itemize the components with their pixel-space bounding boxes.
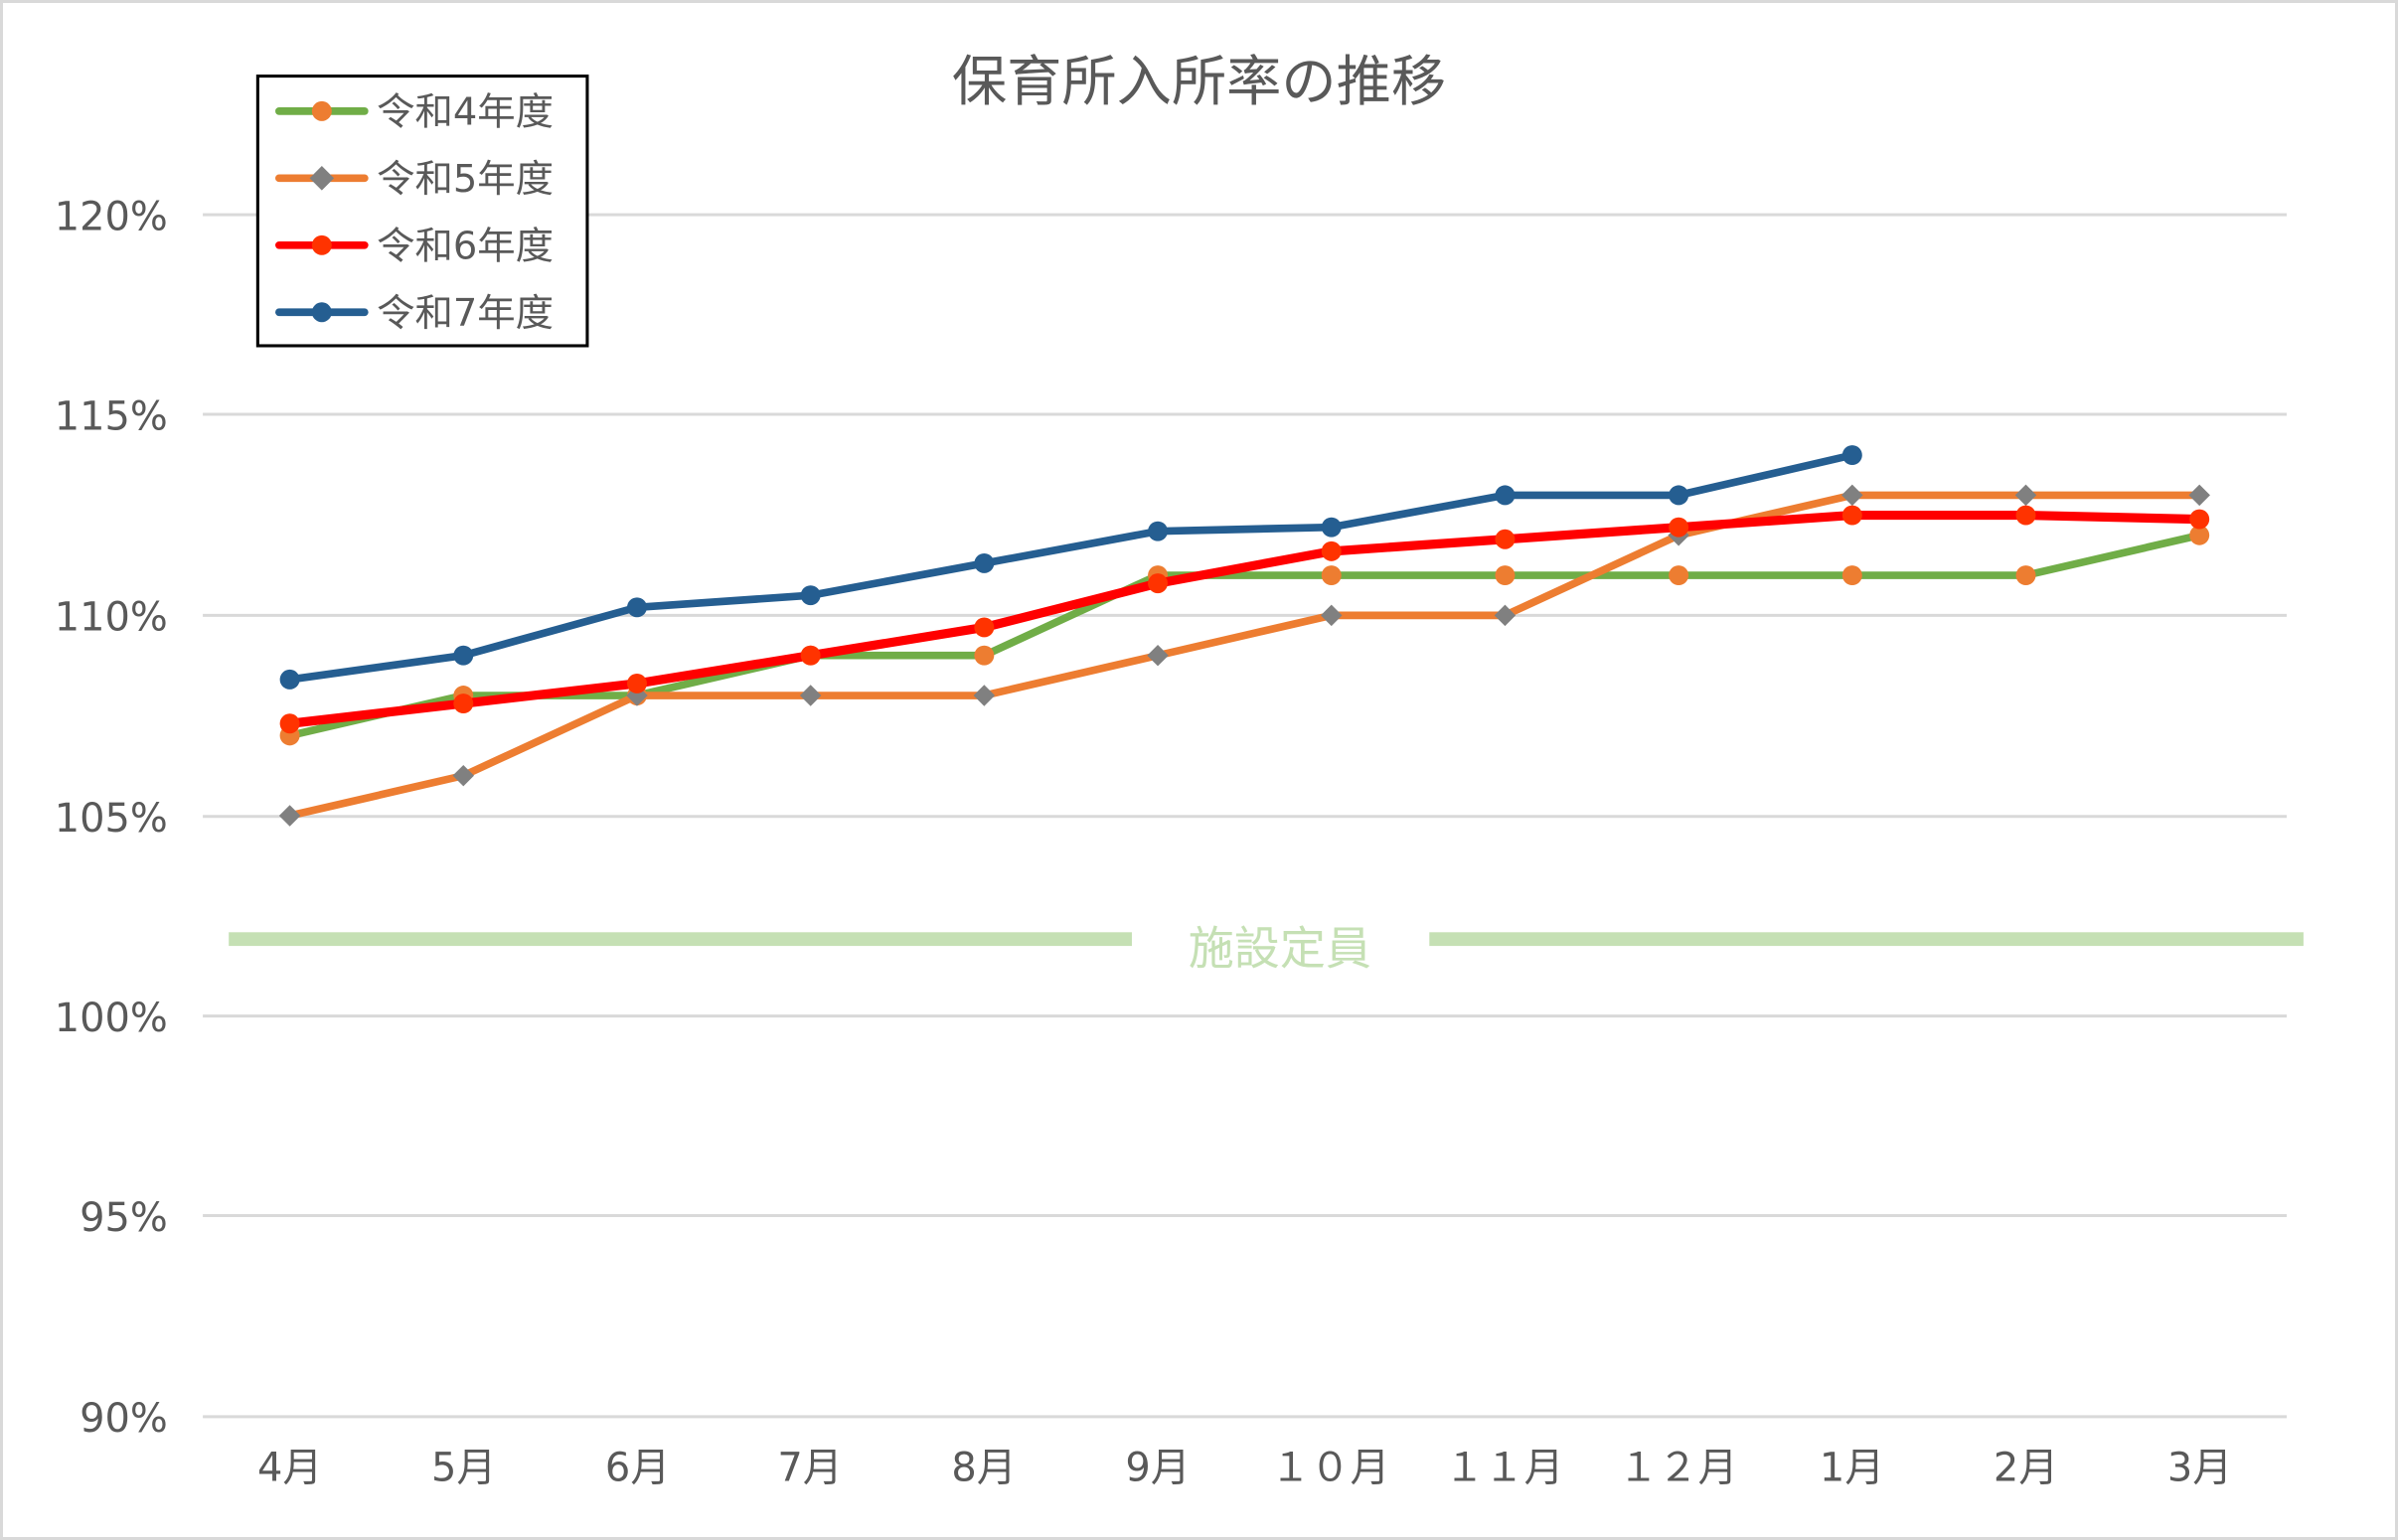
series-line (289, 451, 1853, 684)
circle-marker-icon[interactable] (1495, 485, 1516, 506)
series-line (288, 491, 2200, 820)
x-tick-label: 6月 (605, 1445, 670, 1490)
circle-marker-icon[interactable] (626, 597, 647, 618)
circle-marker-icon[interactable] (974, 645, 995, 666)
x-tick-label: 1月 (1820, 1445, 1884, 1490)
circle-marker-icon[interactable] (974, 617, 995, 638)
y-tick-label: 115% (55, 393, 168, 439)
circle-marker-icon[interactable] (800, 585, 821, 606)
legend-label: 令和6年度 (377, 225, 554, 269)
legend-item-r7[interactable]: 令和7年度 (275, 291, 554, 336)
x-tick-label: １１月 (1445, 1445, 1564, 1490)
legend-item-r6[interactable]: 令和6年度 (275, 225, 554, 269)
circle-marker-icon[interactable] (800, 645, 821, 666)
circle-marker-icon[interactable] (1495, 529, 1516, 549)
circle-marker-icon[interactable] (1321, 540, 1342, 561)
x-tick-label: 4月 (257, 1445, 322, 1490)
circle-marker-icon[interactable] (2015, 565, 2036, 586)
circle-marker-icon[interactable] (974, 552, 995, 573)
series-line (289, 510, 2200, 728)
y-tick-label: 100% (55, 996, 168, 1041)
y-tick-label: 95% (80, 1195, 168, 1241)
diamond-marker-icon[interactable] (1320, 604, 1343, 627)
circle-marker-icon[interactable] (453, 645, 474, 666)
circle-marker-icon[interactable] (1841, 445, 1862, 466)
circle-marker-icon[interactable] (2189, 509, 2210, 530)
circle-marker-icon[interactable] (1841, 565, 1862, 586)
x-tick-label: 3月 (2167, 1445, 2232, 1490)
series-7 (279, 445, 1862, 690)
diamond-marker-icon[interactable] (278, 805, 301, 827)
diamond-marker-icon[interactable] (452, 764, 475, 787)
diamond-marker-icon[interactable] (973, 685, 996, 706)
diamond-marker-icon[interactable] (1147, 644, 1169, 667)
x-tick-label: 8月 (951, 1445, 1016, 1490)
circle-marker-icon[interactable] (1841, 505, 1862, 526)
legend-label: 令和5年度 (377, 157, 554, 202)
circle-marker-icon (311, 302, 332, 323)
circle-marker-icon[interactable] (1321, 565, 1342, 586)
y-tick-label: 105% (55, 796, 168, 842)
series-layer (278, 445, 2210, 827)
gridlines (203, 213, 2288, 1419)
y-axis: 120% 115% 110% 105% 100% 95% 90% (55, 194, 168, 1442)
circle-marker-icon[interactable] (1669, 485, 1689, 506)
x-axis: 4月 5月 6月 7月 8月 9月 １０月 １１月 １２月 1月 2月 3月 (257, 1445, 2232, 1490)
diamond-marker-icon[interactable] (2188, 484, 2210, 507)
x-tick-label: 2月 (1994, 1445, 2058, 1490)
series-6 (279, 505, 2210, 734)
legend-label: 令和4年度 (377, 90, 554, 135)
capacity-line-left (229, 932, 1132, 947)
diamond-marker-icon[interactable] (1841, 484, 1863, 507)
y-tick-label: 110% (55, 595, 168, 641)
x-tick-label: １２月 (1619, 1445, 1738, 1490)
legend-box (255, 75, 589, 348)
circle-marker-icon[interactable] (1495, 565, 1516, 586)
circle-marker-icon[interactable] (279, 669, 300, 690)
x-tick-label: １０月 (1271, 1445, 1390, 1490)
circle-marker-icon[interactable] (1669, 517, 1689, 538)
series-line (288, 531, 2201, 740)
capacity-reference-line: 施設定員 (229, 922, 2304, 976)
circle-marker-icon[interactable] (2015, 505, 2036, 526)
x-tick-label: 7月 (777, 1445, 842, 1490)
circle-marker-icon[interactable] (453, 693, 474, 714)
circle-marker-icon[interactable] (279, 713, 300, 734)
series-5 (278, 484, 2210, 827)
circle-marker-icon[interactable] (2189, 525, 2210, 545)
circle-marker-icon (311, 234, 332, 255)
circle-marker-icon (311, 100, 332, 121)
line-chart: 保育所入所率の推移 120% 115% 110% 105% 100% 95% 9… (55, 51, 2304, 1490)
circle-marker-icon[interactable] (1669, 565, 1689, 586)
diamond-marker-icon[interactable] (2014, 484, 2037, 507)
legend-item-r4[interactable]: 令和4年度 (275, 90, 554, 135)
legend-label: 令和7年度 (377, 291, 554, 336)
diamond-marker-icon[interactable] (799, 685, 822, 706)
chart-title: 保育所入所率の推移 (952, 51, 1446, 114)
capacity-line-right (1429, 932, 2304, 947)
diamond-marker-icon[interactable] (1494, 604, 1517, 627)
circle-marker-icon[interactable] (626, 673, 647, 693)
x-tick-label: 9月 (1125, 1445, 1190, 1490)
circle-marker-icon[interactable] (1148, 521, 1169, 541)
legend: 令和4年度 令和5年度 令和6年度 令和7年度 (255, 75, 589, 348)
circle-marker-icon[interactable] (1148, 573, 1169, 594)
circle-marker-icon[interactable] (1321, 517, 1342, 538)
y-tick-label: 90% (80, 1396, 168, 1442)
x-tick-label: 5月 (431, 1445, 496, 1490)
y-tick-label: 120% (55, 194, 168, 239)
capacity-label: 施設定員 (1189, 922, 1371, 976)
